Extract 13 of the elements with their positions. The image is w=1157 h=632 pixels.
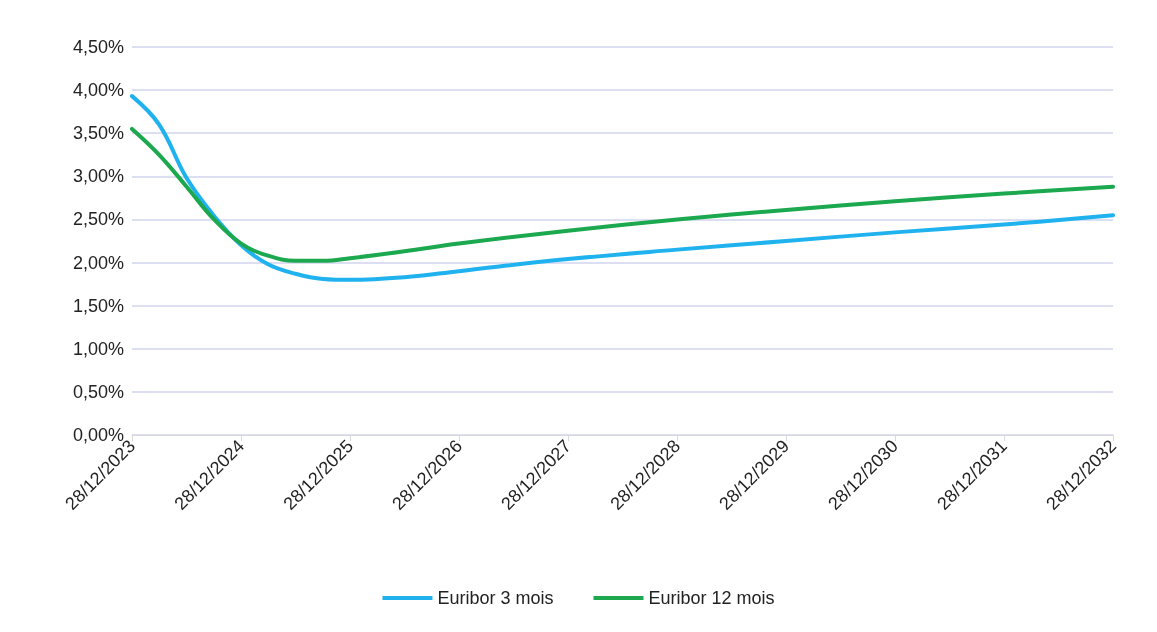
- legend-label: Euribor 12 mois: [648, 588, 775, 608]
- y-tick-label: 1,50%: [72, 295, 124, 316]
- y-tick-label: 2,50%: [72, 209, 124, 230]
- legend-label: Euribor 3 mois: [437, 588, 554, 608]
- y-tick-label: 0,50%: [72, 381, 124, 402]
- y-tick-label: 4,50%: [72, 37, 124, 57]
- y-tick-label: 1,00%: [72, 338, 124, 359]
- line-series: [130, 94, 1115, 282]
- y-tick-label: 2,00%: [72, 252, 124, 273]
- y-tick-label: 4,00%: [72, 80, 124, 101]
- y-tick-label: 3,00%: [72, 166, 124, 187]
- line-series: [130, 126, 1115, 263]
- y-tick-label: 3,50%: [72, 123, 124, 144]
